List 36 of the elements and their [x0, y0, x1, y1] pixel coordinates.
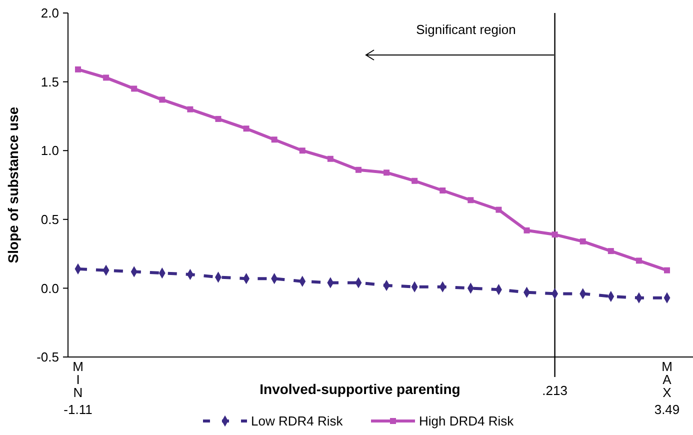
- x-tick-label: .213: [542, 383, 568, 398]
- point: [215, 116, 222, 122]
- point: [496, 206, 502, 213]
- legend-label: High DRD4 Risk: [419, 414, 514, 429]
- y-tick-label: 1.5: [40, 74, 59, 90]
- point: [608, 248, 614, 254]
- point: [552, 232, 558, 238]
- point: [299, 148, 306, 154]
- point: [159, 96, 166, 103]
- y-axis-title: Slope of substance use: [5, 106, 21, 264]
- y-tick-label: 0.0: [40, 280, 59, 296]
- point: [103, 74, 110, 81]
- x-tick-label: MIN -1.11: [64, 359, 92, 417]
- point: [524, 227, 530, 234]
- point: [271, 136, 278, 143]
- point: [187, 106, 194, 112]
- point: [580, 238, 586, 244]
- point: [636, 258, 642, 264]
- y-tick-label: 2.0: [40, 6, 59, 21]
- legend-label: Low RDR4 Risk: [251, 414, 344, 429]
- point: [243, 126, 250, 132]
- point: [355, 166, 362, 173]
- y-tick-label: 0.5: [40, 212, 59, 227]
- annotation: Significant region: [416, 22, 516, 37]
- point: [440, 188, 446, 194]
- point: [412, 178, 418, 184]
- point: [384, 170, 390, 176]
- x-axis-title: Involved-supportive parenting: [260, 381, 460, 397]
- point: [327, 156, 334, 162]
- x-tick-label: MAX 3.49: [654, 359, 680, 417]
- point: [131, 86, 138, 92]
- y-tick-label: -0.5: [36, 350, 59, 365]
- point: [664, 267, 670, 274]
- y-tick-label: 1.0: [40, 143, 59, 158]
- point: [468, 197, 474, 204]
- point: [75, 66, 81, 72]
